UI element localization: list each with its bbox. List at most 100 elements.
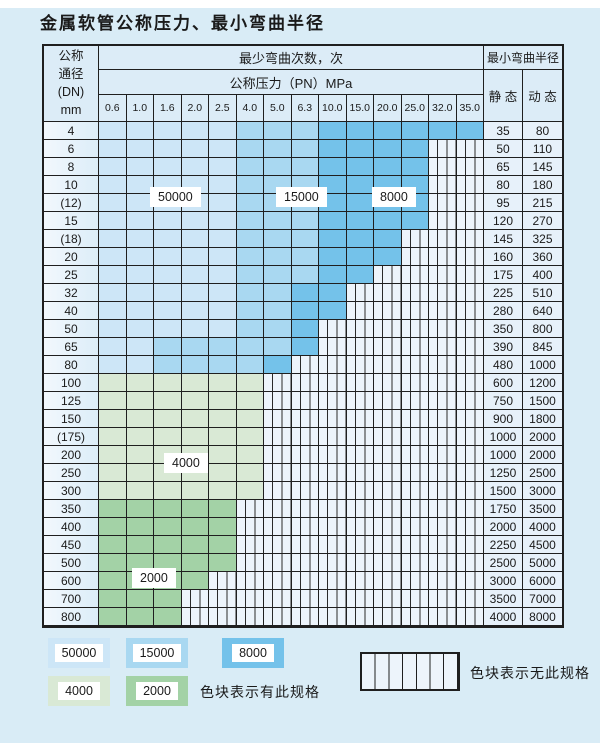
spec-cell-H (181, 500, 209, 518)
spec-cell-X (429, 338, 457, 356)
nominal-pressure-header: 公称压力（PN）MPa (99, 70, 484, 95)
static-value: 50 (484, 140, 523, 158)
spec-cell-L (126, 158, 154, 176)
spec-cell-L (99, 194, 127, 212)
table-header: 公称 通径 (DN) mm 最少弯曲次数，次 最小弯曲半径 公称压力（PN）MP… (44, 46, 562, 122)
spec-cell-X (401, 572, 429, 590)
spec-cell-X (319, 410, 347, 428)
spec-cell-G (126, 428, 154, 446)
spec-cell-X (456, 302, 484, 320)
dynamic-value: 80 (523, 122, 562, 140)
spec-cell-L (209, 284, 237, 302)
spec-cell-X (319, 536, 347, 554)
pressure-col-header: 32.0 (429, 95, 457, 121)
spec-cell-H (154, 536, 182, 554)
spec-cell-L (126, 266, 154, 284)
spec-cell-L (99, 284, 127, 302)
spec-cell-X (319, 446, 347, 464)
spec-cell-D (346, 248, 374, 266)
dn-cell: (12) (44, 194, 99, 212)
spec-cell-H (209, 518, 237, 536)
spec-cell-L (209, 266, 237, 284)
spec-cell-D (346, 230, 374, 248)
spec-cell-X (181, 608, 209, 626)
spec-cell-X (291, 500, 319, 518)
spec-cell-X (456, 374, 484, 392)
spec-cell-M (209, 356, 237, 374)
spec-cell-H (99, 500, 127, 518)
spec-cell-X (264, 608, 292, 626)
spec-cell-M (264, 140, 292, 158)
spec-cell-X (264, 518, 292, 536)
spec-cell-M (264, 212, 292, 230)
spec-cell-X (429, 518, 457, 536)
legend-swatch-4000: 4000 (48, 676, 110, 706)
spec-cell-D (346, 140, 374, 158)
spec-cell-X (456, 320, 484, 338)
spec-cell-X (429, 248, 457, 266)
dynamic-value: 4500 (523, 536, 562, 554)
spec-cell-G (209, 482, 237, 500)
pressure-col-header: 1.6 (154, 95, 182, 121)
spec-cell-X (291, 374, 319, 392)
spec-cell-L (154, 266, 182, 284)
spec-cell-L (209, 158, 237, 176)
spec-cell-D (319, 122, 347, 140)
spec-cell-H (126, 590, 154, 608)
spec-cell-G (99, 374, 127, 392)
spec-cell-X (346, 536, 374, 554)
pressure-col-header: 2.0 (182, 95, 209, 121)
dn-cell: 15 (44, 212, 99, 230)
spec-cell-G (99, 446, 127, 464)
spec-cell-L (99, 158, 127, 176)
dynamic-value: 1800 (523, 410, 562, 428)
dn-cell: 400 (44, 518, 99, 536)
spec-cell-H (181, 536, 209, 554)
spec-cell-M (264, 266, 292, 284)
spec-cell-L (181, 248, 209, 266)
dynamic-value: 4000 (523, 518, 562, 536)
spec-cell-X (291, 482, 319, 500)
spec-cell-X (429, 140, 457, 158)
spec-cell-X (319, 500, 347, 518)
spec-cell-X (346, 428, 374, 446)
spec-cell-X (429, 608, 457, 626)
static-value: 280 (484, 302, 523, 320)
spec-cell-H (181, 554, 209, 572)
static-value: 350 (484, 320, 523, 338)
spec-cell-L (99, 140, 127, 158)
spec-cell-G (154, 392, 182, 410)
spec-cell-X (456, 518, 484, 536)
spec-cell-X (346, 392, 374, 410)
spec-cell-H (209, 536, 237, 554)
spec-cell-M (264, 320, 292, 338)
dynamic-value: 7000 (523, 590, 562, 608)
dynamic-value: 8000 (523, 608, 562, 626)
spec-cell-L (99, 176, 127, 194)
spec-cell-G (236, 374, 264, 392)
spec-cell-H (99, 536, 127, 554)
spec-cell-X (429, 410, 457, 428)
dn-header-cell: 公称 通径 (DN) mm (44, 46, 99, 121)
legend-hatch-box (360, 652, 460, 691)
spec-cell-G (236, 446, 264, 464)
spec-cell-L (154, 122, 182, 140)
spec-cell-D (346, 158, 374, 176)
spec-cell-X (429, 536, 457, 554)
spec-cell-G (126, 410, 154, 428)
pressure-col-header: 20.0 (374, 95, 402, 121)
spec-cell-X (456, 176, 484, 194)
spec-cell-G (126, 464, 154, 482)
spec-cell-X (264, 590, 292, 608)
spec-cell-X (456, 482, 484, 500)
spec-cell-X (401, 536, 429, 554)
static-value: 95 (484, 194, 523, 212)
static-value: 900 (484, 410, 523, 428)
spec-cell-L (209, 248, 237, 266)
spec-cell-X (429, 284, 457, 302)
spec-cell-L (181, 140, 209, 158)
spec-cell-X (429, 212, 457, 230)
spec-cell-X (401, 428, 429, 446)
dn-cell: 350 (44, 500, 99, 518)
legend-row-green: 4000 2000 (0, 676, 600, 706)
